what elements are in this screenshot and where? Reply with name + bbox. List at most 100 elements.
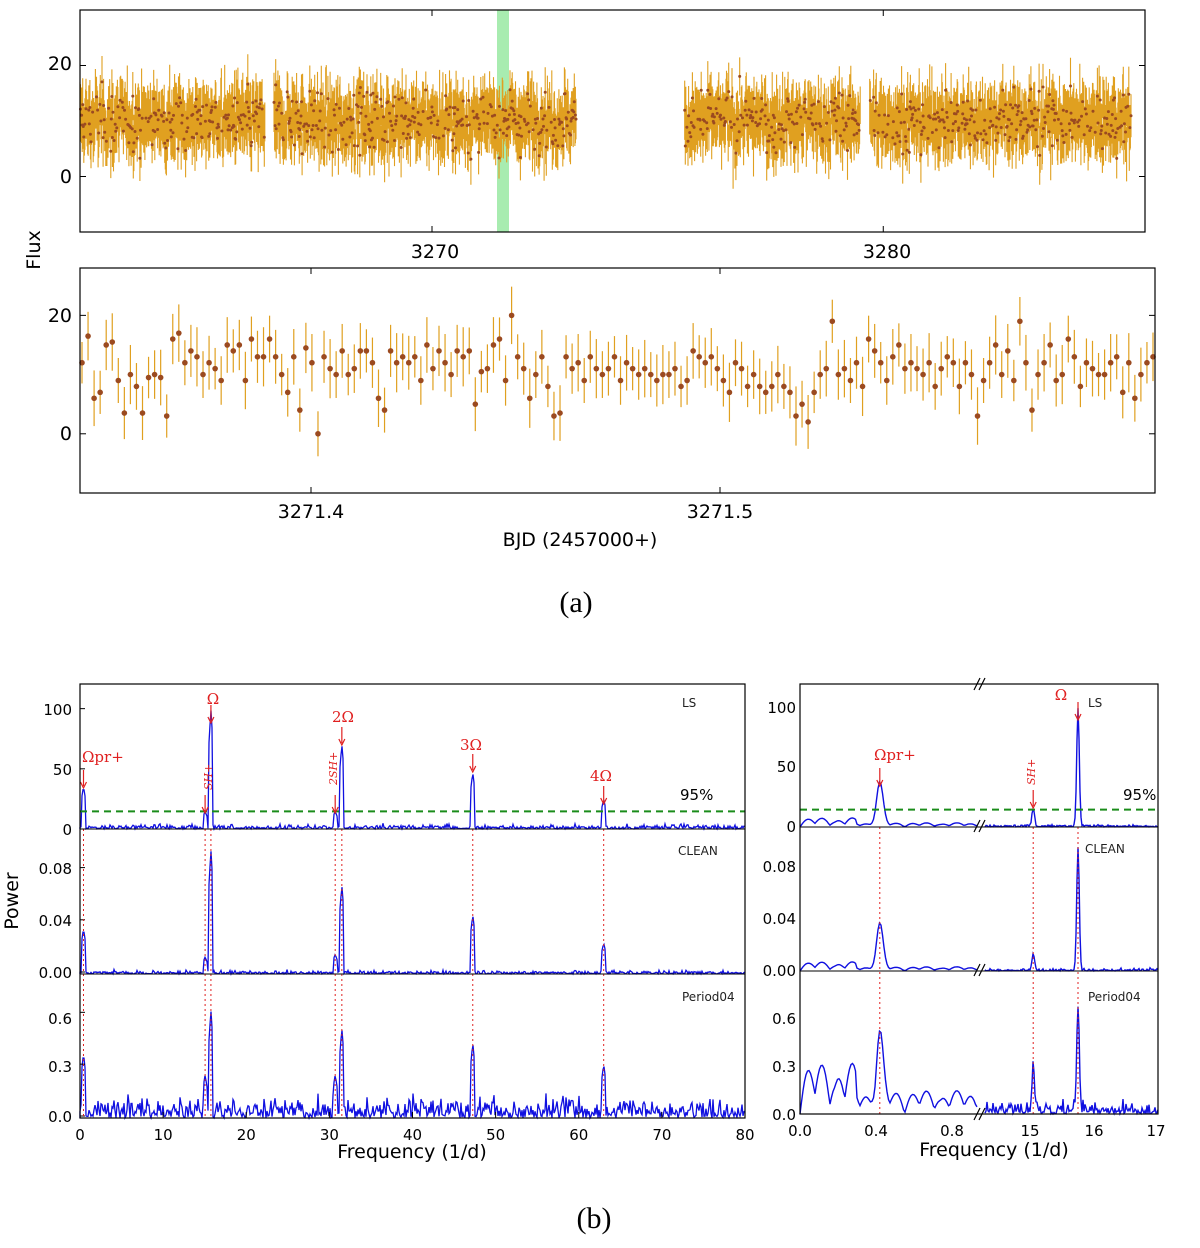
- data-point: [405, 359, 412, 366]
- data-point: [1125, 359, 1132, 366]
- xtick-label: 3270: [411, 241, 459, 263]
- power-low-0: [799, 780, 978, 828]
- data-point: [206, 359, 212, 366]
- power-series-clean: [79, 851, 746, 976]
- data-point: [236, 342, 243, 348]
- xtick-label: 15: [1020, 1122, 1039, 1140]
- data-point: [381, 407, 388, 413]
- data-point: [133, 383, 140, 390]
- data-point: [460, 354, 467, 360]
- data-point: [1053, 377, 1059, 384]
- power-high-0: [984, 708, 1159, 829]
- data-point: [115, 377, 122, 384]
- data-point: [321, 354, 327, 360]
- data-point: [418, 377, 424, 384]
- zoom-points: [79, 268, 1156, 493]
- data-point: [1089, 365, 1096, 372]
- arrow-head: [338, 738, 346, 747]
- data-point: [956, 383, 963, 390]
- data-point: [1132, 395, 1138, 402]
- panel-label-ls: LS: [1088, 696, 1102, 710]
- periodogram-right: [799, 702, 1159, 1117]
- axes-frame: [79, 9, 1146, 233]
- data-point: [1107, 359, 1114, 366]
- data-point: [623, 359, 630, 366]
- caption-a: (a): [559, 586, 592, 619]
- y-axis-label: Power: [1, 872, 23, 930]
- data-point: [375, 395, 382, 402]
- data-point: [1077, 383, 1084, 390]
- power-high-2: [984, 1006, 1159, 1117]
- data-point: [666, 371, 672, 378]
- data-point: [557, 410, 563, 416]
- data-point: [436, 348, 442, 354]
- xtick-label: 0.8: [940, 1122, 964, 1140]
- data-point: [448, 371, 454, 378]
- light-curve-points: [79, 10, 1145, 232]
- data-point: [1004, 348, 1011, 354]
- xtick-label: 0.4: [864, 1122, 888, 1140]
- data-point: [351, 365, 358, 372]
- xtick-label: 80: [735, 1126, 754, 1144]
- xtick-label: 0: [75, 1126, 85, 1144]
- arrow-head: [331, 806, 339, 815]
- data-point: [1119, 389, 1126, 396]
- xtick-label: 16: [1084, 1122, 1103, 1140]
- data-point: [635, 371, 642, 378]
- data-point: [756, 383, 763, 390]
- data-point: [974, 413, 981, 419]
- data-point: [702, 359, 709, 366]
- data-point: [938, 365, 945, 372]
- data-point: [871, 348, 878, 354]
- data-point: [303, 345, 309, 351]
- axes-frame: [799, 683, 1159, 1115]
- data-point: [714, 365, 721, 372]
- data-point: [811, 389, 817, 396]
- annot-omega: Ω: [1055, 686, 1067, 704]
- data-point: [575, 359, 581, 366]
- data-point: [1113, 354, 1120, 360]
- data-point: [278, 371, 285, 378]
- arrow-head: [207, 716, 215, 725]
- data-point: [684, 377, 690, 384]
- xtick-label: 10: [154, 1126, 173, 1144]
- x-axis-label: Frequency (1/d): [919, 1139, 1069, 1161]
- ytick-label: 50: [53, 761, 72, 779]
- data-point: [853, 359, 860, 366]
- data-point: [333, 371, 339, 378]
- data-point: [787, 389, 793, 396]
- panel-label-clean: CLEAN: [678, 844, 718, 858]
- arrow-head: [876, 779, 884, 788]
- data-point: [660, 371, 666, 378]
- significance-label: 95%: [1123, 786, 1156, 804]
- data-point: [272, 354, 279, 360]
- data-point: [835, 371, 842, 378]
- data-point: [611, 354, 618, 360]
- data-point: [212, 365, 218, 372]
- x-axis-label: Frequency (1/d): [337, 1141, 487, 1163]
- data-point: [950, 359, 957, 366]
- data-point: [805, 419, 811, 425]
- data-point: [182, 359, 188, 366]
- ytick-label: 0.6: [48, 1010, 72, 1028]
- data-point: [690, 348, 696, 354]
- ytick-label: 0.00: [763, 962, 796, 980]
- data-point: [242, 377, 249, 384]
- data-point: [932, 383, 938, 390]
- ytick-label: 0: [786, 818, 796, 836]
- data-point: [520, 365, 527, 372]
- xtick-label: 50: [486, 1126, 505, 1144]
- ytick-label: 0.3: [48, 1058, 72, 1076]
- data-point: [551, 413, 557, 419]
- data-point: [478, 368, 485, 375]
- data-point: [442, 359, 448, 366]
- arrow-head: [1074, 713, 1082, 722]
- data-point: [363, 348, 370, 354]
- data-point: [563, 354, 569, 360]
- data-point: [841, 365, 848, 372]
- ytick-label: 0.6: [772, 1010, 796, 1028]
- data-point: [284, 389, 291, 396]
- data-point: [1029, 407, 1035, 413]
- data-point: [254, 354, 261, 360]
- arrow-head: [1029, 801, 1037, 810]
